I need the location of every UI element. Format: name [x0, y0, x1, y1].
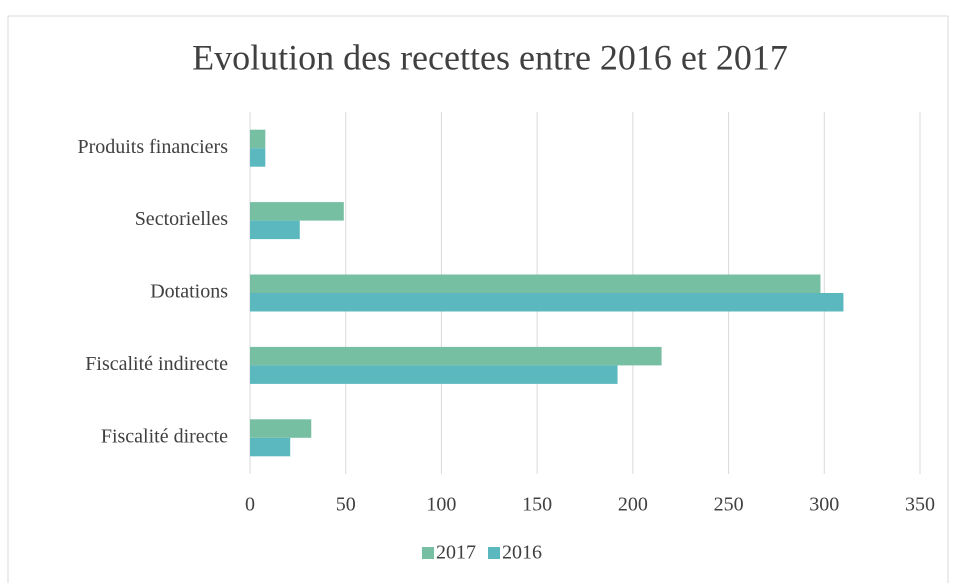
bar [250, 346, 662, 366]
x-tick-label: 250 [714, 494, 744, 516]
x-tick-label: 100 [426, 494, 456, 516]
legend-swatch [488, 547, 500, 559]
bar [250, 129, 266, 149]
bar [250, 148, 266, 167]
y-tick-label: Dotations [150, 281, 228, 303]
y-tick-label: Produits financiers [77, 136, 228, 158]
bar [250, 293, 844, 312]
bar [250, 437, 291, 457]
bar [250, 274, 821, 293]
x-tick-label: 350 [905, 494, 935, 516]
y-tick-label: Fiscalité indirecte [85, 353, 228, 375]
x-tick-label: 50 [336, 494, 356, 516]
bar [250, 220, 300, 240]
y-tick-label: Sectorielles [135, 208, 229, 230]
legend-swatch [422, 547, 434, 559]
legend-label: 2017 [436, 542, 476, 564]
y-tick-label: Fiscalité directe [101, 425, 228, 447]
bar [250, 419, 312, 438]
legend-label: 2016 [502, 542, 542, 564]
x-tick-label: 150 [522, 494, 552, 516]
x-tick-label: 300 [809, 494, 839, 516]
x-tick-label: 200 [618, 494, 648, 516]
bar [250, 365, 618, 384]
chart-title: Evolution des recettes entre 2016 et 201… [192, 37, 788, 77]
x-tick-label: 0 [245, 494, 255, 516]
bar [250, 202, 344, 221]
